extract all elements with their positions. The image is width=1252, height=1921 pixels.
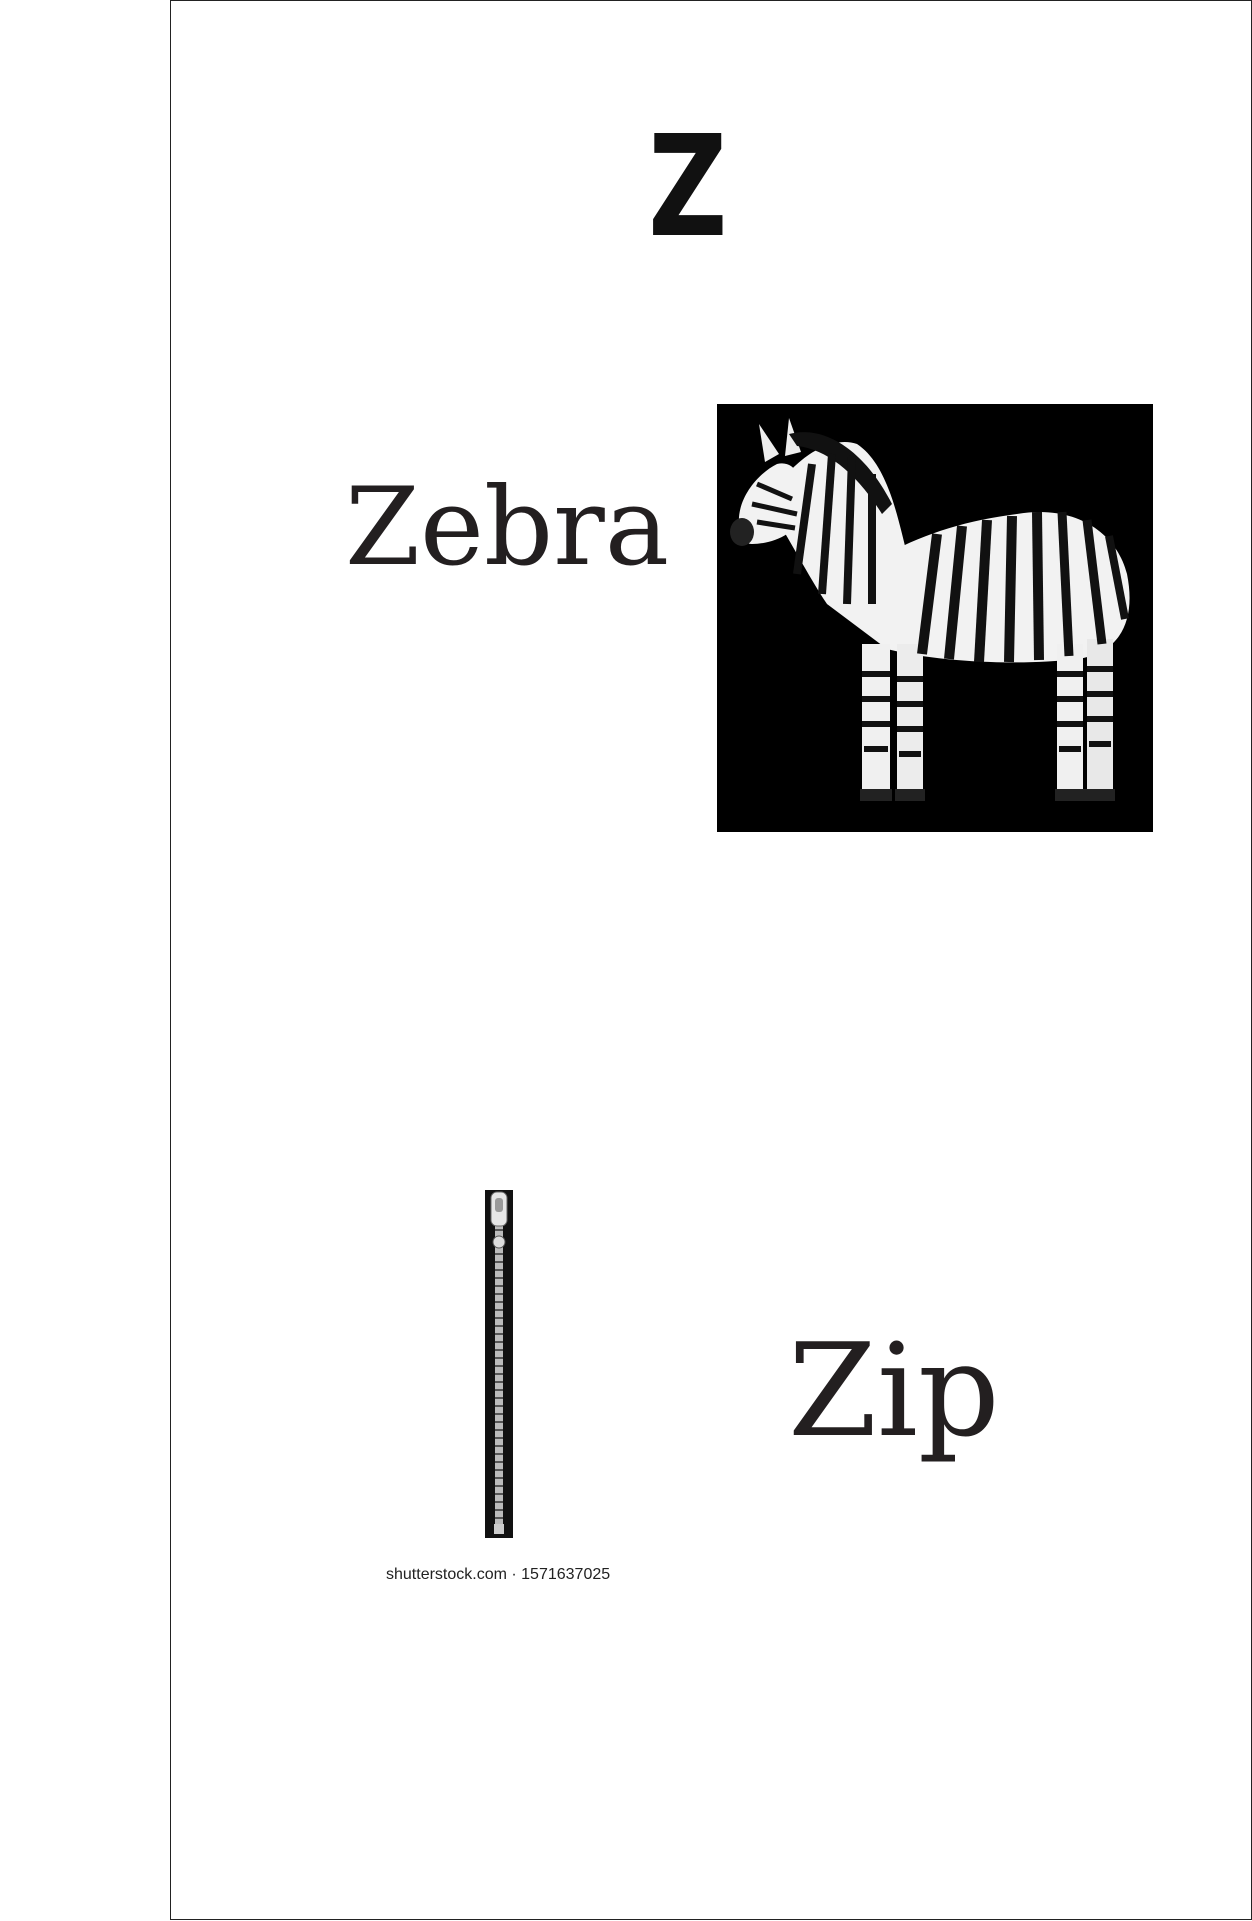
zebra-photo	[717, 404, 1153, 832]
zipper-photo	[485, 1190, 513, 1538]
word-zebra: Zebra	[345, 465, 670, 590]
book-page	[170, 0, 1252, 1920]
page-letter: Z	[648, 106, 727, 269]
image-watermark: shutterstock.com · 1571637025	[386, 1566, 611, 1583]
word-zip: Zip	[788, 1317, 1000, 1466]
